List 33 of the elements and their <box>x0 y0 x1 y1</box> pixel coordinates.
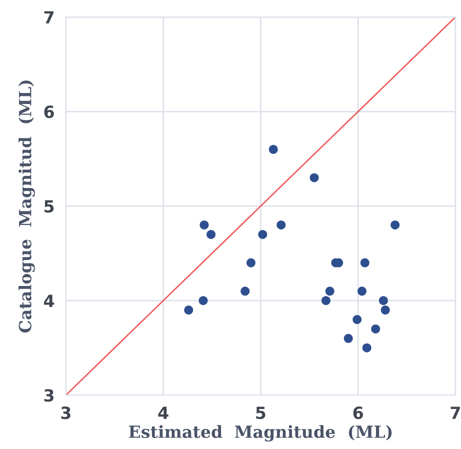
y-tick-label: 7 <box>44 11 54 24</box>
x-axis-title: Estimated Magnitude (ML) <box>128 425 392 442</box>
point <box>198 296 208 306</box>
x-tick-label: 3 <box>61 406 70 420</box>
point <box>200 220 209 230</box>
point <box>357 286 366 296</box>
point <box>390 220 400 230</box>
x-tick-label: 5 <box>256 406 266 420</box>
point <box>276 220 286 230</box>
point <box>240 286 250 296</box>
y-axis-title: Catalogue Magnitud (ML) <box>18 80 35 333</box>
y-tick-label: 5 <box>44 200 54 213</box>
x-tick-label: 7 <box>450 406 460 419</box>
point <box>362 343 372 352</box>
point <box>325 286 334 296</box>
point <box>344 334 353 343</box>
point <box>258 230 268 239</box>
y-tick-label: 6 <box>44 106 54 118</box>
y-tick-label: 3 <box>44 389 54 402</box>
point <box>246 258 256 268</box>
point <box>268 144 278 154</box>
point <box>321 296 330 306</box>
point <box>360 258 370 268</box>
point <box>371 324 380 334</box>
point <box>352 315 362 324</box>
point <box>378 296 388 306</box>
point <box>380 306 390 315</box>
point <box>184 306 194 315</box>
point <box>310 173 319 182</box>
y-tick-label: 4 <box>44 294 54 307</box>
x-tick-label: 6 <box>353 406 363 420</box>
x-tick-label: 4 <box>158 406 168 419</box>
point <box>206 230 216 239</box>
